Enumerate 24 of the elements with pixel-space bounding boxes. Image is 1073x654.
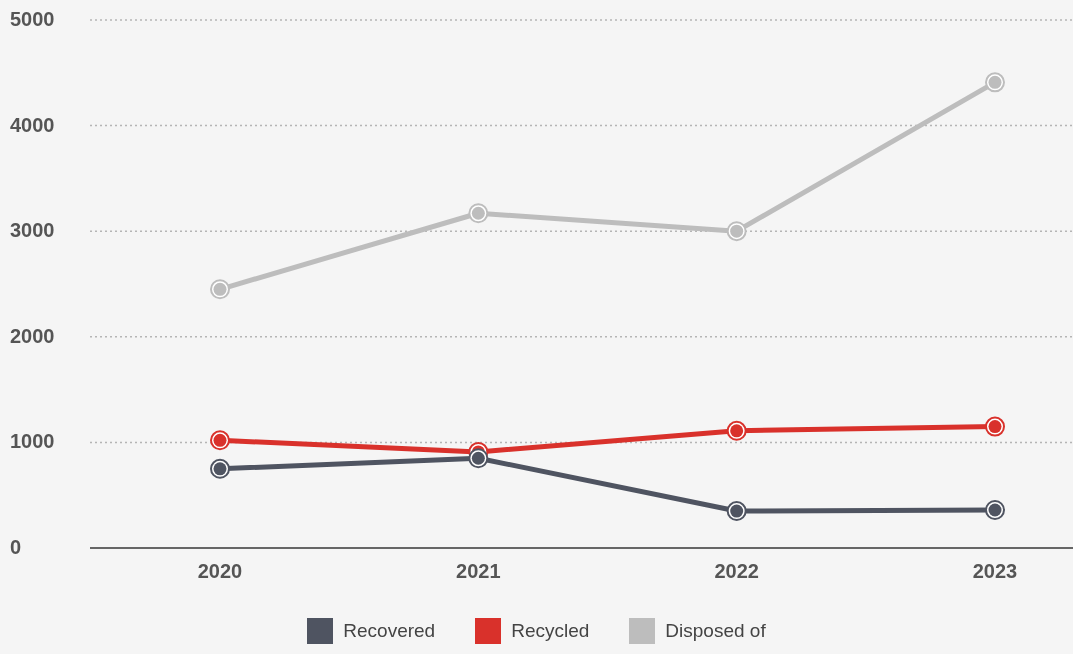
point xyxy=(985,499,1005,520)
y-tick-label: 3000 xyxy=(10,219,55,242)
x-tick-label: 2020 xyxy=(197,560,243,583)
point xyxy=(726,501,747,522)
point xyxy=(468,448,489,469)
point xyxy=(985,416,1005,437)
y-tick-label: 1000 xyxy=(10,430,55,453)
y-tick-label: 2000 xyxy=(10,324,55,347)
point xyxy=(210,458,230,479)
x-tick-label: 2023 xyxy=(972,560,1018,583)
x-tick-label: 2021 xyxy=(456,560,501,583)
legend-label: Recovered xyxy=(343,620,436,642)
point xyxy=(726,221,747,242)
y-tick-label: 5000 xyxy=(10,8,55,30)
point xyxy=(468,203,489,224)
legend-label: Disposed of xyxy=(665,620,766,642)
point xyxy=(985,72,1005,93)
y-tick-label: 4000 xyxy=(10,113,55,136)
legend-label: Recycled xyxy=(511,620,590,642)
point xyxy=(726,420,747,441)
y-tick-label: 0 xyxy=(10,536,22,558)
point xyxy=(210,430,230,451)
point xyxy=(210,279,230,300)
x-tick-label: 2022 xyxy=(714,560,759,583)
